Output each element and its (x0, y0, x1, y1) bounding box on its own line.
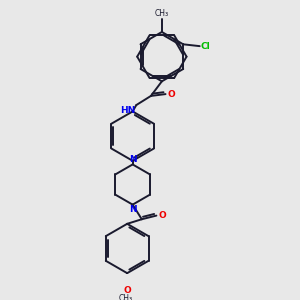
Text: Cl: Cl (201, 42, 210, 51)
Text: CH₃: CH₃ (155, 9, 169, 18)
Text: CH₃: CH₃ (118, 294, 132, 300)
Text: O: O (158, 211, 166, 220)
Text: N: N (129, 155, 136, 164)
Text: O: O (167, 90, 175, 99)
Text: N: N (129, 205, 136, 214)
Text: HN: HN (120, 106, 135, 115)
Text: O: O (123, 286, 131, 295)
